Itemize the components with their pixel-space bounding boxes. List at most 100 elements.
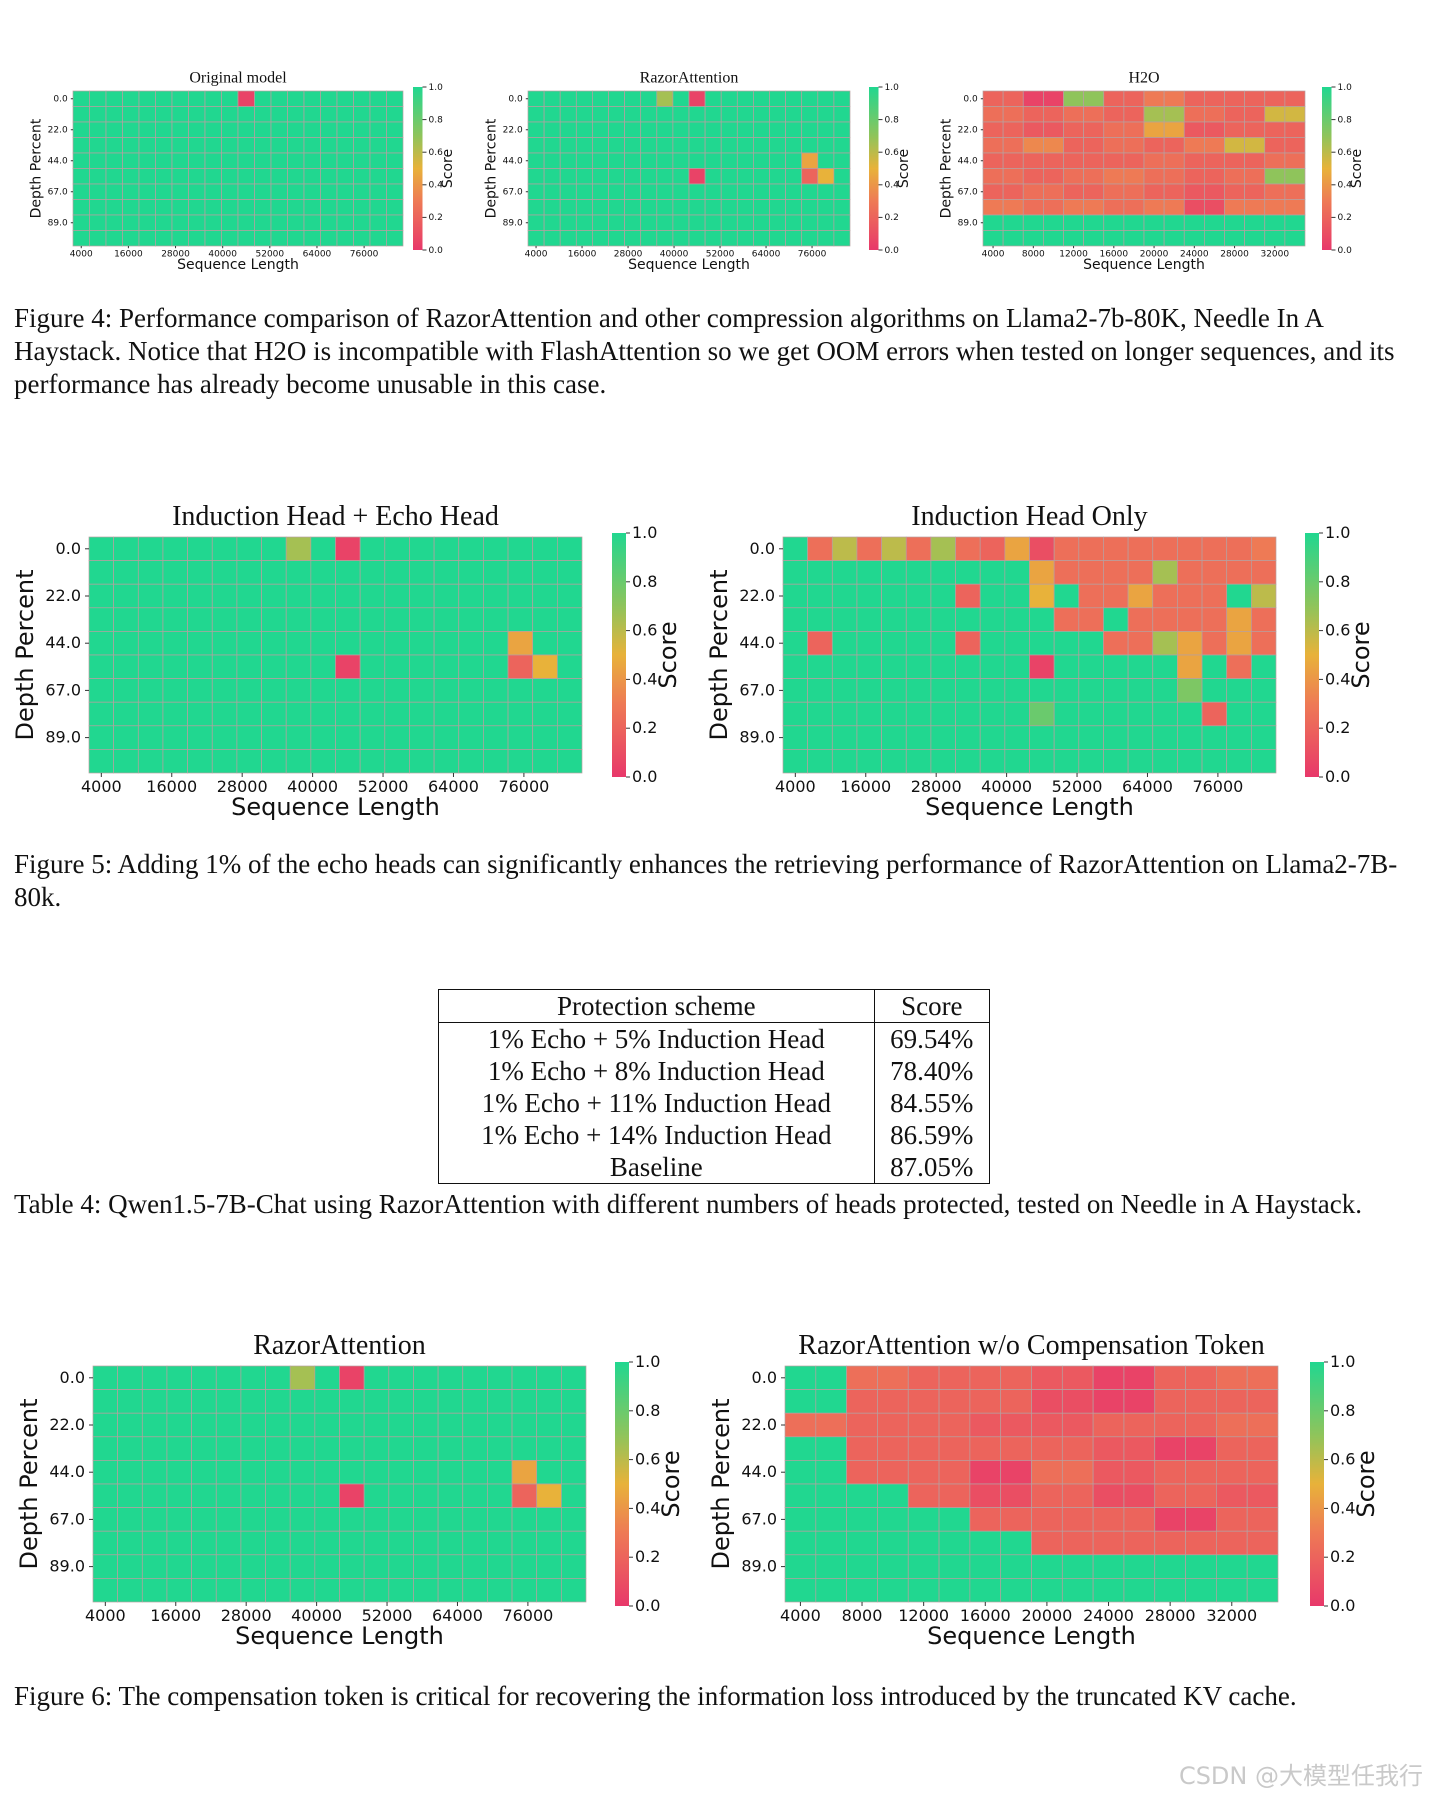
heatmap-cell <box>1063 137 1084 154</box>
heatmap-cell <box>1143 183 1165 200</box>
heatmap-cell <box>310 749 336 774</box>
heatmap-cell <box>556 631 583 656</box>
heatmap-cell <box>1103 631 1129 656</box>
heatmap-cell <box>265 1507 291 1532</box>
heatmap-cell <box>336 168 354 185</box>
heatmap-cell <box>88 631 114 656</box>
colorbar-tick-label: 0.8 <box>632 572 657 591</box>
heatmap-cell <box>592 121 609 138</box>
heatmap-cell <box>363 1507 390 1532</box>
heatmap-cell <box>138 152 156 169</box>
heatmap-cell <box>188 106 206 123</box>
heatmap-cell <box>386 137 404 154</box>
heatmap-cell <box>1029 583 1055 609</box>
heatmap-cell <box>141 1412 168 1438</box>
heatmap-cell <box>458 536 484 561</box>
heatmap-cell <box>1043 137 1064 154</box>
heatmap-cell <box>1002 90 1024 107</box>
heatmap-cell <box>166 1530 192 1556</box>
heatmap-cell <box>592 106 609 123</box>
y-tick-label: 67.0 <box>45 680 81 699</box>
heatmap-title: Original model <box>189 70 287 87</box>
heatmap-cell <box>1163 121 1185 138</box>
heatmap-cell <box>314 1412 340 1438</box>
heatmap-cell <box>1226 678 1252 703</box>
heatmap-cell <box>141 1578 168 1603</box>
heatmap-cell <box>191 1507 217 1532</box>
colorbar-tick-label: 0.2 <box>885 213 899 223</box>
heatmap-cell <box>688 106 706 123</box>
heatmap-cell <box>254 230 272 247</box>
heatmap-cell <box>187 583 213 609</box>
heatmap-cell <box>1083 214 1105 231</box>
heatmap-cell <box>409 678 435 703</box>
heatmap-cell <box>261 560 287 585</box>
heatmap-cell <box>784 1436 817 1461</box>
heatmap-cell <box>688 152 706 169</box>
heatmap-cell <box>89 106 107 123</box>
heatmap-cell <box>339 1460 365 1485</box>
heatmap-cell <box>437 1483 464 1508</box>
heatmap-cell <box>1002 230 1024 247</box>
heatmap-cell <box>1204 199 1225 216</box>
y-tick-label: 89.0 <box>739 728 775 747</box>
heatmap-cell <box>608 121 625 138</box>
heatmap-cell <box>1264 152 1286 169</box>
heatmap-cell <box>369 106 387 123</box>
heatmap-cell <box>511 1507 538 1532</box>
heatmap-cell <box>155 199 173 216</box>
heatmap-cell <box>782 701 808 727</box>
heatmap-cell <box>437 1578 464 1603</box>
x-tick-label: 28000 <box>614 249 643 259</box>
heatmap-cell <box>543 137 561 154</box>
heatmap-cell <box>720 137 738 154</box>
heatmap-cell <box>982 168 1004 185</box>
x-tick-label: 12000 <box>898 1606 949 1625</box>
heatmap-cell <box>704 168 722 185</box>
heatmap-cell <box>532 749 558 774</box>
heatmap-cell <box>1244 137 1266 154</box>
heatmap-cell <box>314 1460 340 1485</box>
heatmap-cell <box>1103 121 1125 138</box>
heatmap-cell <box>1224 168 1245 185</box>
heatmap-cell <box>930 678 956 703</box>
heatmap-cell <box>1127 607 1154 632</box>
x-tick-label: 64000 <box>303 249 332 259</box>
heatmap-cell <box>384 678 410 703</box>
heatmap-cell <box>624 214 642 231</box>
heatmap-cell <box>303 199 321 216</box>
heatmap-cell <box>938 1483 971 1508</box>
heatmap-cell <box>801 90 819 107</box>
heatmap-cell <box>187 607 213 632</box>
heatmap-cell <box>137 560 164 585</box>
heatmap-cell <box>1043 230 1064 247</box>
heatmap-cell <box>462 1389 488 1414</box>
heatmap-cell <box>265 1530 291 1556</box>
heatmap-cell <box>1226 701 1252 727</box>
heatmap-cell <box>801 214 819 231</box>
heatmap-cell <box>982 214 1004 231</box>
heatmap-cell <box>560 1389 587 1414</box>
heatmap-cell <box>1163 199 1185 216</box>
heatmap-cell <box>433 583 460 609</box>
heatmap-cell <box>688 214 706 231</box>
heatmap-cell <box>1002 137 1024 154</box>
heatmap-cell <box>556 607 583 632</box>
colorbar-tick-label: 0.2 <box>1330 1547 1355 1566</box>
heatmap-cell <box>720 230 738 247</box>
heatmap-cell <box>113 701 139 727</box>
heatmap-cell <box>240 1578 266 1603</box>
heatmap-cell <box>969 1483 1002 1508</box>
heatmap-cell <box>982 137 1004 154</box>
heatmap-cell <box>536 1365 562 1390</box>
heatmap-cell <box>769 230 786 247</box>
heatmap-cell <box>1284 121 1306 138</box>
colorbar-tick-label: 0.0 <box>635 1596 660 1615</box>
heatmap-cell <box>782 583 808 609</box>
heatmap-cell <box>1183 199 1205 216</box>
x-tick-label: 64000 <box>752 249 781 259</box>
heatmap-cell <box>314 1578 340 1603</box>
heatmap-cell <box>969 1436 1002 1461</box>
heatmap-cell <box>1031 1530 1063 1556</box>
